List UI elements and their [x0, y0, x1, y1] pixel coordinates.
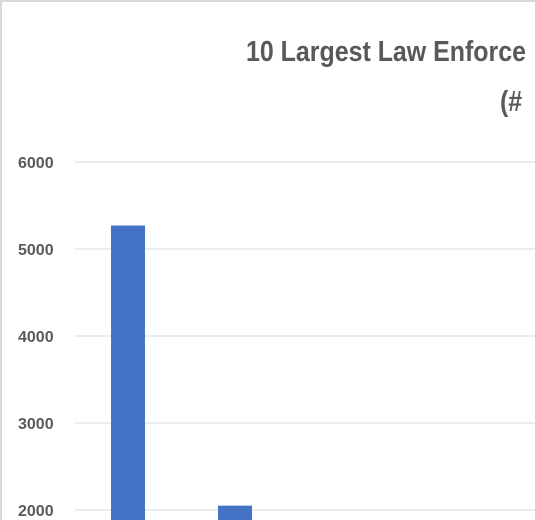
bar-1	[111, 225, 145, 520]
chart-border-left	[0, 0, 2, 520]
chart-border-top	[0, 0, 535, 2]
chart-title-line1: 10 Largest Law Enforce	[246, 36, 526, 68]
y-tick-label-5000: 5000	[18, 242, 54, 259]
y-tick-label-4000: 4000	[18, 329, 54, 346]
y-tick-label-6000: 6000	[18, 155, 54, 172]
bar-2	[218, 505, 252, 520]
y-tick-label-2000: 2000	[18, 503, 54, 520]
y-tick-label-3000: 3000	[18, 416, 54, 433]
chart-title-line2: (#	[500, 86, 523, 118]
